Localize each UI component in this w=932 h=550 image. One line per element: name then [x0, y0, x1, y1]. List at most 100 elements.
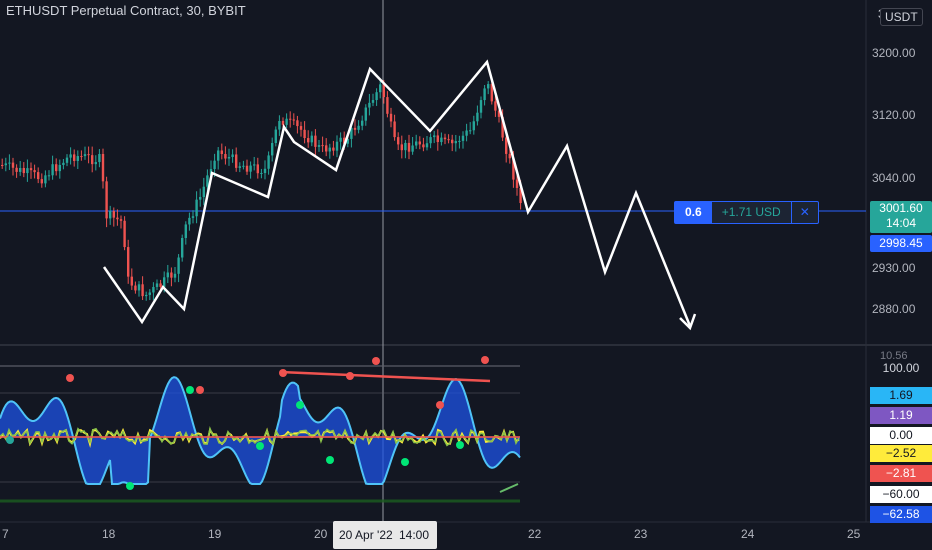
indicator-value-label: −60.00: [870, 486, 932, 503]
candle-body: [443, 137, 447, 140]
candle-body: [490, 84, 493, 102]
candle-body: [177, 257, 180, 274]
candle-body: [101, 153, 105, 182]
position-widget[interactable]: 0.6 +1.71 USD ✕: [674, 201, 819, 224]
signal-dot: [436, 401, 444, 409]
candle-body: [26, 168, 29, 174]
candle-body: [296, 120, 299, 127]
candle-body: [278, 121, 281, 130]
candle-body: [299, 126, 303, 130]
candle-body: [227, 157, 231, 159]
candle-body: [87, 154, 90, 156]
indicator-value-label: 1.19: [870, 407, 932, 424]
candle-body: [271, 143, 274, 156]
candle-body: [497, 110, 501, 117]
time-label: 19: [208, 527, 222, 541]
time-label: 20: [314, 527, 328, 541]
time-label: 23: [634, 527, 648, 541]
candle-body: [400, 144, 403, 151]
close-position-icon[interactable]: ✕: [790, 202, 818, 223]
candle-body: [116, 217, 119, 220]
candle-body: [260, 173, 263, 175]
candle-body: [152, 286, 155, 293]
signal-line: [499, 483, 519, 493]
chart-title: ETHUSDT Perpetual Contract, 30, BYBIT: [6, 3, 246, 18]
currency-selector[interactable]: USDT: [880, 8, 923, 26]
signal-dot: [296, 401, 304, 409]
candle-body: [76, 156, 79, 161]
indicator-value-label: 1.69: [870, 387, 932, 404]
signal-dot: [481, 356, 489, 364]
candle-body: [317, 145, 321, 147]
candle-body: [15, 167, 18, 172]
price-label: 3040.00: [872, 171, 916, 185]
candle-body: [112, 211, 115, 218]
candle-body: [289, 118, 292, 120]
candle-body: [141, 284, 144, 297]
countdown-timer: 14:04: [885, 216, 917, 230]
candle-body: [8, 162, 11, 164]
candle-body: [454, 141, 457, 144]
candle-body: [353, 127, 357, 130]
candle-body: [91, 155, 94, 165]
signal-dot: [6, 436, 14, 444]
signal-dot: [126, 482, 134, 490]
signal-dot: [256, 442, 264, 450]
candle-body: [325, 145, 328, 152]
indicator-value-label: 0.00: [870, 427, 932, 444]
time-label: 25: [847, 527, 861, 541]
candle-body: [379, 84, 382, 93]
candle-body: [501, 116, 504, 138]
candle-body: [458, 140, 461, 142]
price-label: 3120.00: [872, 108, 916, 122]
candle-body: [357, 125, 360, 130]
signal-dot: [372, 357, 380, 365]
position-quantity[interactable]: 0.6: [675, 202, 712, 223]
time-label: 24: [741, 527, 755, 541]
oscillator-line: [0, 376, 521, 485]
candle-body: [281, 121, 285, 125]
candle-body: [371, 100, 375, 103]
candle-body: [407, 142, 411, 152]
candle-body: [253, 164, 256, 166]
candle-body: [191, 216, 195, 218]
candle-body: [29, 168, 33, 171]
indicator-top-label: 10.56: [880, 350, 908, 362]
candle-body: [310, 135, 313, 143]
candle-body: [343, 137, 346, 144]
indicator-value-label: 100.00: [882, 361, 920, 375]
candle-body: [155, 283, 159, 287]
candle-body: [195, 199, 198, 217]
candle-body: [382, 84, 385, 98]
crosshair-date: 20 Apr '22: [339, 528, 393, 542]
candle-body: [11, 162, 15, 168]
time-label: 18: [102, 527, 116, 541]
candle-body: [51, 164, 54, 176]
indicator-value-label: −62.58: [870, 506, 932, 523]
candle-body: [447, 139, 450, 141]
projection-arrowhead: [679, 313, 697, 331]
candle-body: [94, 162, 97, 165]
candle-body: [80, 156, 83, 158]
candle-body: [361, 120, 364, 126]
candle-body: [40, 179, 43, 184]
candle-body: [242, 165, 245, 167]
candle-body: [181, 237, 184, 258]
candle-body: [213, 160, 216, 170]
candle-body: [505, 137, 508, 154]
candle-body: [339, 137, 342, 142]
price-label: 2880.00: [872, 302, 916, 316]
signal-dot: [66, 374, 74, 382]
candle-body: [389, 113, 393, 122]
candle-body: [476, 112, 479, 122]
candle-body: [217, 150, 220, 161]
candle-body: [346, 138, 349, 144]
candle-body: [494, 101, 497, 111]
candle-body: [433, 135, 436, 138]
candle-body: [145, 294, 148, 297]
candle-body: [375, 92, 378, 101]
candle-body: [307, 138, 310, 143]
candle-body: [256, 164, 259, 174]
